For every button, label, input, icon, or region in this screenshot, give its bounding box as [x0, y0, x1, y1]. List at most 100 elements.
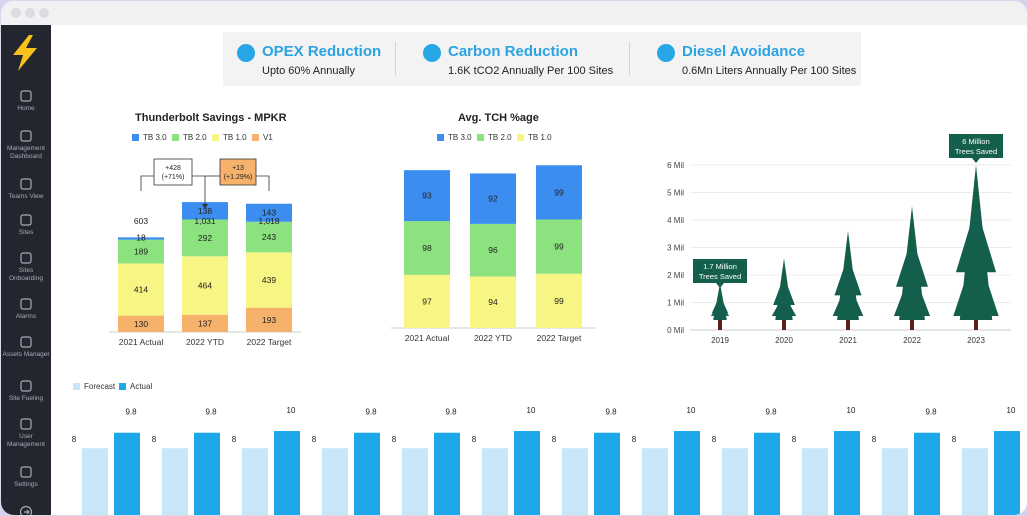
- window-maximize-dot[interactable]: [39, 8, 49, 18]
- bar-segment[interactable]: [182, 256, 228, 315]
- forecast-bar[interactable]: [322, 448, 348, 516]
- sidebar-item-assets-manager[interactable]: Assets Manager: [1, 335, 51, 359]
- bar-segment[interactable]: [182, 202, 228, 220]
- legend-label: TB 1.0: [223, 133, 247, 142]
- total-label: 1,031: [194, 216, 216, 226]
- data-label: 9.8: [125, 408, 137, 417]
- legend-swatch: [212, 134, 219, 141]
- tch-chart: 97 98 93 2021 Actual 94 96 92 2022 YTD 99 99 99 202…: [391, 165, 596, 343]
- sidebar-item-label: Alarms: [15, 313, 37, 320]
- forecast-bar[interactable]: [802, 448, 828, 516]
- window-minimize-dot[interactable]: [25, 8, 35, 18]
- forecast-bar[interactable]: [722, 448, 748, 516]
- teams-grid-icon: [20, 178, 32, 190]
- data-label: 143: [262, 208, 276, 218]
- forecast-bar[interactable]: [882, 448, 908, 516]
- actual-bar[interactable]: [514, 431, 540, 516]
- sidebar-item-home[interactable]: Home: [1, 89, 51, 113]
- logout-icon[interactable]: [19, 505, 33, 516]
- forecast-bar[interactable]: [242, 448, 268, 516]
- legend-item[interactable]: Actual: [119, 382, 152, 391]
- sidebar-item-user-management[interactable]: User Management: [1, 417, 51, 449]
- bar-segment[interactable]: [536, 165, 582, 220]
- bar-segment[interactable]: [404, 274, 450, 328]
- sidebar-item-site-fueling[interactable]: Site Fueling: [1, 379, 51, 403]
- legend-swatch: [252, 134, 259, 141]
- tree-bar[interactable]: [771, 258, 797, 331]
- bar-segment[interactable]: [182, 219, 228, 257]
- kpi-subtitle: Upto 60% Annually: [262, 65, 355, 77]
- bar-segment[interactable]: [118, 315, 164, 332]
- forecast-bar[interactable]: [402, 448, 428, 516]
- actual-bar[interactable]: [594, 432, 620, 516]
- data-label: 414: [134, 285, 148, 295]
- tree-bar[interactable]: [893, 206, 931, 330]
- actual-bar[interactable]: [994, 431, 1020, 516]
- bar-segment[interactable]: [470, 276, 516, 328]
- forecast-actual-chart: 8 9.8 8 9.8 8 10 8 9.8 8 9.8 8 10 8 9.8 8 10 8 9.8 8 10 8 9.8…: [72, 406, 1020, 516]
- forecast-bar[interactable]: [562, 448, 588, 516]
- actual-bar[interactable]: [834, 431, 860, 516]
- data-label: 97: [422, 296, 432, 306]
- bar-segment[interactable]: [470, 173, 516, 224]
- legend-swatch: [517, 134, 524, 141]
- sidebar-item-sites[interactable]: Sites: [1, 213, 51, 237]
- variance-annotations: +428 (+71%) +13 (+1.29%): [140, 158, 270, 209]
- actual-bar[interactable]: [434, 432, 460, 516]
- window-titlebar: [1, 1, 1027, 25]
- tree-bar[interactable]: [953, 165, 999, 330]
- data-label: 99: [554, 187, 564, 197]
- actual-bar[interactable]: [914, 432, 940, 516]
- legend-label: TB 1.0: [528, 133, 552, 142]
- legend-item[interactable]: TB 2.0: [477, 133, 512, 142]
- legend-item[interactable]: TB 2.0: [172, 133, 207, 142]
- bar-segment[interactable]: [246, 221, 292, 253]
- bar-segment[interactable]: [470, 223, 516, 277]
- tree-bar[interactable]: [832, 231, 864, 330]
- actual-bar[interactable]: [754, 432, 780, 516]
- bar-segment[interactable]: [182, 314, 228, 332]
- bar-segment[interactable]: [404, 170, 450, 222]
- legend-item[interactable]: TB 3.0: [437, 133, 472, 142]
- sidebar-item-settings[interactable]: Settings: [1, 465, 51, 489]
- savings-chart: 130 414 189 18 2021 Actual 603 137 464 292 138 202…: [109, 158, 301, 347]
- svg-text:Trees Saved: Trees Saved: [955, 147, 997, 156]
- legend-item[interactable]: TB 3.0: [132, 133, 167, 142]
- bar-segment[interactable]: [118, 263, 164, 316]
- actual-bar[interactable]: [114, 432, 140, 516]
- actual-bar[interactable]: [674, 431, 700, 516]
- window-close-dot[interactable]: [11, 8, 21, 18]
- actual-bar[interactable]: [354, 432, 380, 516]
- x-tick-label: 2022 YTD: [474, 333, 512, 343]
- sidebar-item-alarms[interactable]: Alarms: [1, 297, 51, 321]
- legend-item[interactable]: Forecast: [73, 382, 115, 391]
- forecast-bar[interactable]: [162, 448, 188, 516]
- bar-segment[interactable]: [246, 307, 292, 332]
- bar-segment[interactable]: [118, 239, 164, 264]
- data-label: 9.8: [605, 408, 617, 417]
- total-label: 1,018: [258, 216, 280, 226]
- bar-segment[interactable]: [536, 273, 582, 328]
- tree-bar[interactable]: [710, 283, 730, 330]
- bar-segment[interactable]: [246, 252, 292, 308]
- data-label: 130: [134, 319, 148, 329]
- annotation-box-target: [219, 158, 257, 186]
- forecast-bar[interactable]: [482, 448, 508, 516]
- bar-segment[interactable]: [536, 219, 582, 274]
- bar-segment[interactable]: [246, 203, 292, 222]
- forecast-bar[interactable]: [82, 448, 108, 516]
- data-label: 439: [262, 275, 276, 285]
- sidebar-item-sites-onboarding[interactable]: Sites Onboarding: [1, 251, 51, 283]
- actual-bar[interactable]: [274, 431, 300, 516]
- forecast-bar[interactable]: [642, 448, 668, 516]
- bar-segment[interactable]: [404, 221, 450, 275]
- legend-item[interactable]: TB 1.0: [212, 133, 247, 142]
- bar-segment[interactable]: [118, 237, 164, 240]
- sidebar-item-teams-view[interactable]: Teams View: [1, 177, 51, 201]
- legend-item[interactable]: V1: [252, 133, 273, 142]
- forecast-bar[interactable]: [962, 448, 988, 516]
- sidebar-item-management-dashboard[interactable]: Management Dashboard: [1, 129, 51, 161]
- actual-bar[interactable]: [194, 432, 220, 516]
- legend-item[interactable]: TB 1.0: [517, 133, 552, 142]
